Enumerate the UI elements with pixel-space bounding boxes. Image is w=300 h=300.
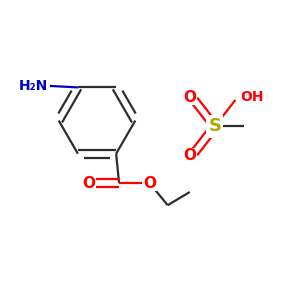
- Text: O: O: [143, 176, 156, 190]
- Text: O: O: [183, 89, 196, 104]
- Text: O: O: [82, 176, 96, 190]
- Text: H₂N: H₂N: [18, 79, 47, 93]
- Text: S: S: [208, 117, 221, 135]
- Text: O: O: [183, 148, 196, 164]
- Text: OH: OH: [240, 90, 263, 104]
